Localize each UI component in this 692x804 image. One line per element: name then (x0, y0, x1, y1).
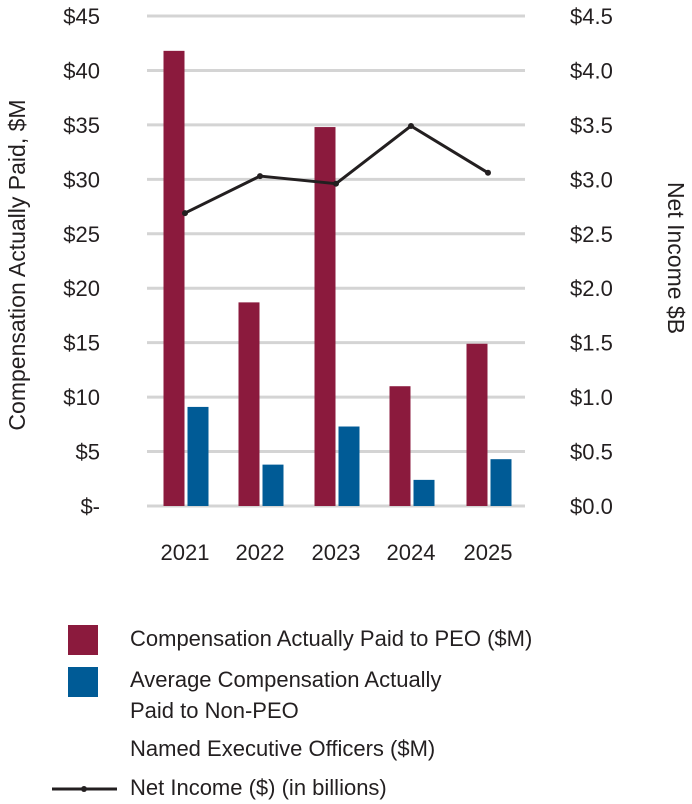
left-tick-label: $5 (76, 440, 100, 465)
bar-neo-2024 (413, 479, 435, 506)
left-tick-label: $- (80, 494, 100, 519)
right-tick-label: $0.5 (570, 440, 613, 465)
net-income-point-2025 (485, 169, 491, 176)
legend-label-net-income: Net Income ($) (in billions) (130, 775, 387, 800)
bar-neo-2025 (490, 459, 512, 506)
x-tick-label: 2022 (236, 540, 285, 565)
bar-peo-2023 (314, 127, 336, 507)
bar-peo-2021 (163, 50, 185, 506)
right-tick-label: $0.0 (570, 494, 613, 519)
left-tick-label: $10 (63, 385, 100, 410)
x-tick-label: 2021 (161, 540, 210, 565)
left-axis-title: Compensation Actually Paid, $M (4, 99, 30, 430)
legend-swatch-peo (68, 625, 98, 655)
left-tick-label: $25 (63, 222, 100, 247)
left-tick-label: $35 (63, 113, 100, 138)
net-income-line-group (182, 122, 491, 217)
left-tick-label: $45 (63, 4, 100, 29)
right-tick-label: $3.5 (570, 113, 613, 138)
right-tick-label: $1.0 (570, 385, 613, 410)
x-tick-label: 2024 (387, 540, 436, 565)
right-axis-ticks: $4.5 $4.0 $3.5 $3.0 $2.5 $2.0 $1.5 $1.0 $0.5 $0.0 (570, 4, 613, 519)
x-tick-label: 2023 (312, 540, 361, 565)
left-tick-label: $20 (63, 276, 100, 301)
legend-label-neo-line2: Paid to Non-PEO (130, 698, 299, 723)
net-income-point-2021 (182, 210, 188, 217)
left-tick-label: $15 (63, 331, 100, 356)
bar-neo-2022 (262, 464, 284, 506)
net-income-point-2022 (257, 173, 263, 180)
right-tick-label: $4.5 (570, 4, 613, 29)
right-tick-label: $3.0 (570, 167, 613, 192)
bar-neo-2023 (338, 426, 360, 506)
bar-peo-2025 (466, 343, 488, 506)
bar-neo-2021 (187, 406, 209, 506)
net-income-point-2024 (408, 122, 414, 129)
x-axis-ticks: 2021 2022 2023 2024 2025 (161, 540, 513, 565)
legend-label-neo-line1: Average Compensation Actually (130, 667, 442, 692)
bar-peo-2022 (238, 302, 260, 506)
right-tick-label: $2.0 (570, 276, 613, 301)
right-tick-label: $2.5 (570, 222, 613, 247)
gridlines (147, 14, 525, 508)
bars (163, 50, 512, 507)
legend-swatch-neo (68, 667, 98, 697)
x-tick-label: 2025 (464, 540, 513, 565)
legend-label-peo: Compensation Actually Paid to PEO ($M) (130, 626, 533, 651)
legend-label-neo-line3: Named Executive Officers ($M) (130, 736, 436, 761)
right-axis-title: Net Income $B (663, 182, 689, 334)
legend-swatch-net-income (52, 786, 117, 792)
bar-peo-2024 (389, 386, 411, 506)
left-axis-ticks: $45 $40 $35 $30 $25 $20 $15 $10 $5 $- (63, 4, 100, 519)
left-tick-label: $40 (63, 58, 100, 83)
left-tick-label: $30 (63, 167, 100, 192)
right-tick-label: $4.0 (570, 58, 613, 83)
right-tick-label: $1.5 (570, 331, 613, 356)
net-income-point-2023 (333, 180, 339, 187)
